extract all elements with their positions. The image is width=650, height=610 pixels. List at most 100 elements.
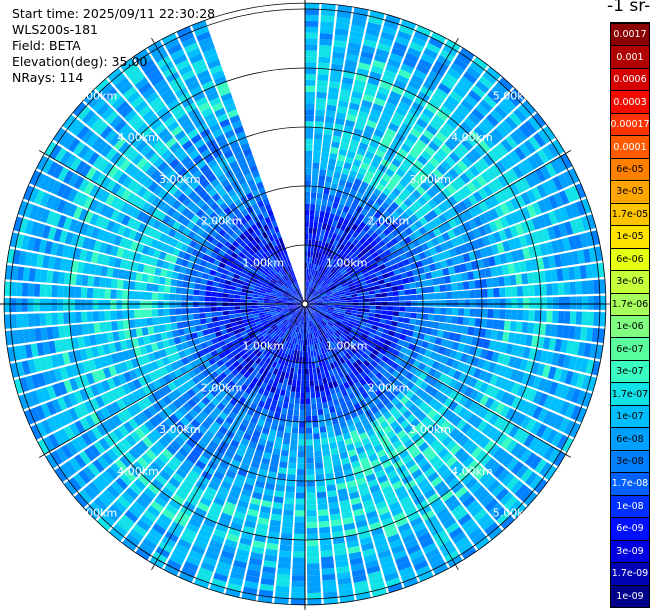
range-gate-cell	[555, 156, 568, 172]
range-gate-cell	[309, 327, 312, 334]
range-gate-cell	[316, 336, 321, 343]
range-gate-cell	[338, 291, 345, 295]
range-gate-cell	[163, 308, 170, 316]
range-gate-cell	[386, 148, 397, 158]
range-gate-cell	[436, 330, 444, 338]
range-gate-cell	[461, 272, 469, 281]
range-gate-cell	[91, 227, 100, 239]
range-gate-cell	[137, 399, 147, 411]
range-gate-cell	[64, 154, 77, 169]
range-gate-cell	[189, 433, 200, 444]
range-gate-cell	[269, 297, 276, 300]
range-gate-cell	[458, 490, 472, 503]
range-gate-cell	[137, 222, 147, 233]
range-gate-cell	[463, 290, 471, 299]
range-gate-cell	[402, 158, 413, 169]
range-gate-cell	[417, 362, 427, 371]
range-gate-cell	[568, 168, 580, 184]
range-gate-cell	[176, 322, 184, 329]
range-gate-cell	[305, 292, 307, 299]
range-gate-cell	[120, 340, 128, 351]
range-gate-cell	[293, 545, 305, 552]
range-gate-cell	[328, 307, 335, 310]
range-gate-cell	[333, 347, 339, 354]
range-gate-cell	[425, 75, 440, 87]
range-gate-cell	[517, 345, 525, 358]
range-gate-cell	[252, 263, 260, 270]
range-gate-cell	[469, 130, 482, 143]
range-gate-cell	[306, 486, 316, 493]
range-gate-cell	[218, 425, 228, 435]
range-gate-cell	[326, 337, 332, 344]
range-gate-cell	[473, 216, 483, 227]
range-gate-cell	[309, 307, 315, 311]
range-gate-cell	[452, 192, 463, 203]
range-gate-cell	[553, 192, 564, 207]
range-gate-cell	[187, 288, 194, 295]
range-gate-cell	[167, 262, 176, 271]
range-gate-cell	[398, 290, 405, 296]
range-gate-cell	[207, 460, 218, 470]
range-gate-cell	[140, 282, 147, 291]
range-gate-cell	[46, 417, 58, 432]
range-gate-cell	[56, 353, 65, 367]
range-gate-cell	[426, 342, 435, 351]
range-gate-cell	[34, 172, 46, 188]
range-gate-cell	[419, 391, 429, 401]
range-gate-cell	[422, 430, 433, 441]
range-gate-cell	[328, 501, 339, 510]
range-gate-cell	[422, 293, 429, 300]
range-gate-cell	[317, 503, 328, 511]
range-gate-cell	[510, 442, 523, 457]
range-gate-cell	[332, 277, 339, 283]
range-gate-cell	[313, 312, 318, 317]
range-gate-cell	[329, 75, 342, 83]
range-gate-cell	[299, 309, 303, 315]
range-gate-cell	[140, 318, 148, 327]
range-gate-cell	[27, 236, 36, 251]
range-gate-cell	[90, 170, 102, 183]
range-gate-cell	[334, 471, 344, 479]
range-gate-cell	[245, 575, 260, 584]
range-gate-cell	[97, 158, 109, 172]
range-gate-cell	[87, 275, 95, 287]
range-gate-cell	[139, 291, 147, 300]
range-gate-cell	[271, 453, 280, 462]
range-gate-cell	[120, 202, 131, 214]
range-gate-cell	[258, 295, 265, 299]
range-gate-cell	[95, 140, 108, 154]
range-gate-cell	[247, 563, 262, 572]
range-gate-cell	[295, 386, 301, 393]
range-gate-cell	[246, 299, 252, 303]
range-gate-cell	[438, 394, 449, 405]
range-gate-cell	[341, 252, 348, 260]
range-gate-cell	[220, 273, 228, 280]
range-gate-cell	[253, 272, 261, 278]
range-gate-cell	[361, 268, 368, 275]
range-gate-cell	[316, 301, 323, 303]
range-gate-cell	[338, 100, 349, 108]
range-gate-cell	[293, 304, 300, 306]
range-gate-cell	[480, 278, 488, 288]
range-gate-cell	[305, 127, 314, 134]
range-gate-cell	[334, 386, 341, 393]
range-gate-cell	[503, 275, 511, 286]
range-gate-cell	[374, 364, 383, 372]
range-gate-cell	[398, 25, 414, 36]
range-gate-cell	[372, 59, 386, 69]
range-gate-cell	[108, 342, 117, 354]
range-gate-cell	[283, 292, 290, 296]
range-gate-cell	[424, 467, 436, 478]
range-gate-cell	[525, 334, 533, 347]
range-gate-cell	[434, 380, 443, 391]
range-gate-cell	[371, 338, 379, 345]
range-gate-cell	[248, 503, 260, 512]
range-gate-cell	[384, 339, 392, 346]
range-gate-cell	[445, 258, 454, 267]
range-gate-cell	[189, 275, 197, 283]
range-gate-cell	[215, 347, 224, 355]
range-gate-cell	[342, 131, 352, 139]
range-gate-cell	[172, 548, 187, 561]
range-gate-cell	[332, 253, 339, 261]
range-gate-cell	[461, 156, 473, 168]
